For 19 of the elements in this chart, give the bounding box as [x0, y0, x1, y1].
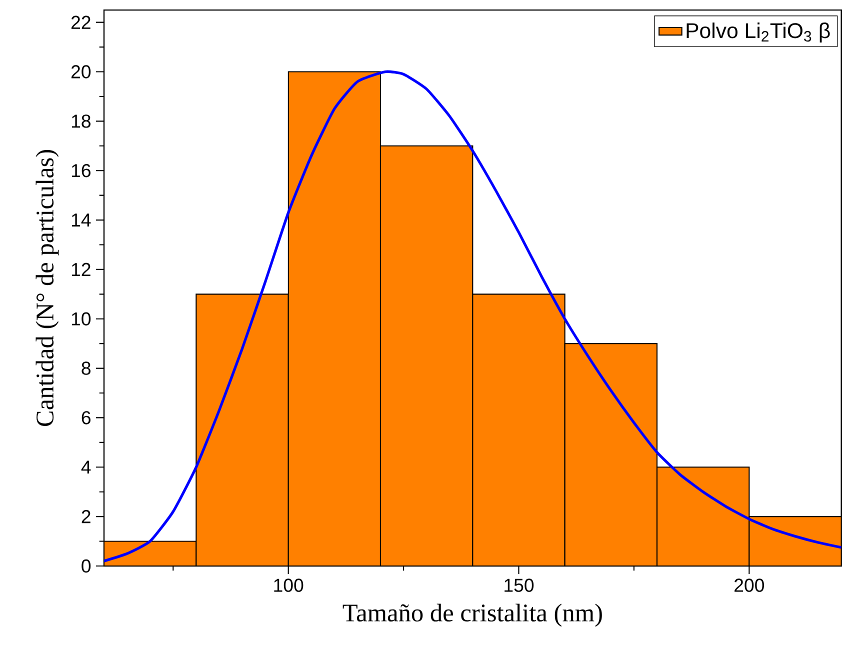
line-series [104, 70, 842, 562]
y-tick-label: 18 [72, 114, 90, 128]
x-tick-label: 200 [734, 578, 764, 592]
y-axis-title: Cantidad (N° de particulas) [36, 150, 59, 426]
y-tick-label: 16 [72, 164, 90, 178]
x-axis-title: Tamaño de cristalita (nm) [342, 604, 602, 627]
x-tick-label: 150 [504, 578, 534, 592]
y-tick-label: 4 [81, 460, 91, 474]
x-tick-label: 100 [274, 578, 304, 592]
y-tick-label: 0 [82, 559, 91, 573]
y-tick-label: 2 [82, 510, 90, 524]
y-tick-label: 8 [82, 362, 90, 375]
legend-label: Polvo Li$_{2}$TiO$_{3}$ β [686, 22, 830, 42]
y-tick-label: 10 [72, 312, 91, 326]
y-tick-label: 20 [71, 65, 91, 78]
y-tick-label: 22 [71, 16, 90, 29]
y-tick-label: 12 [72, 262, 90, 276]
y-tick-label: 14 [72, 214, 91, 226]
y-tick-label: 6 [82, 411, 90, 424]
